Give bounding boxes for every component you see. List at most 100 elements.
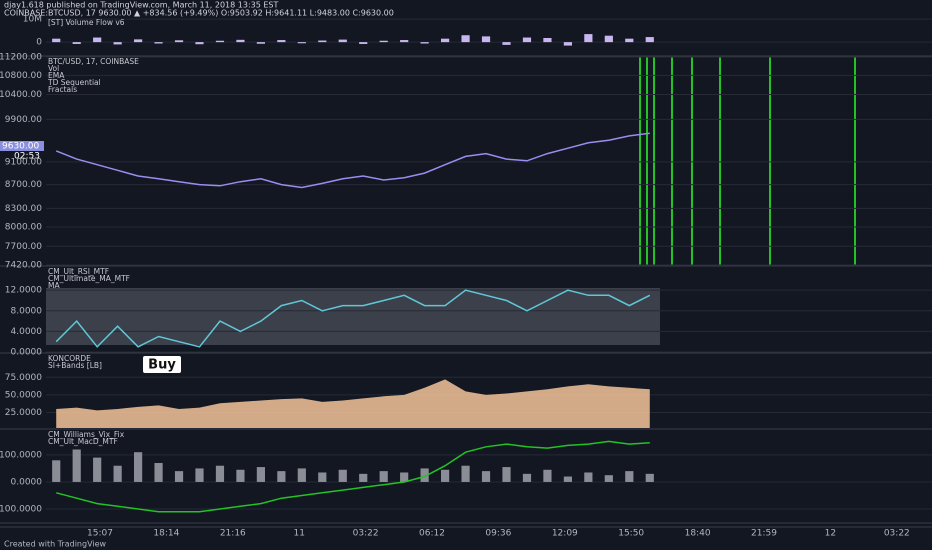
bar (400, 472, 409, 482)
bar (625, 471, 634, 482)
price-tag: 9630.00 (2, 142, 39, 152)
bar (113, 42, 122, 45)
rsi-band (46, 288, 660, 345)
pane-legend: CM_Ult_MacD_MTF (48, 437, 118, 446)
x-tick-label: 06:12 (419, 529, 445, 539)
bar (604, 35, 613, 43)
pane-legend: KONCORDE (48, 354, 91, 363)
pane-legend: Vol (48, 64, 59, 73)
y-tick-label: 8.0000 (11, 306, 43, 316)
pane-legend: MA (48, 281, 60, 290)
pane-legend: CM_Williams_Vix_Fix (48, 430, 125, 439)
footer: Created with TradingView (4, 540, 107, 549)
x-tick-label: 12:09 (552, 529, 578, 539)
x-tick-label: 12 (825, 529, 836, 539)
bar (379, 40, 388, 43)
bar (195, 42, 204, 45)
bar (195, 468, 204, 482)
bar (277, 471, 286, 482)
bar (420, 42, 429, 44)
bar (154, 42, 163, 44)
bar (72, 449, 81, 482)
y-tick-label: 25.0000 (5, 408, 42, 418)
bar (481, 471, 491, 482)
bar (134, 39, 143, 43)
line (55, 132, 650, 189)
bar (52, 460, 61, 482)
y-tick-label: 0.0000 (11, 477, 43, 487)
bar (645, 37, 654, 43)
pane-legend: CM_Ultimate_MA_MTF (48, 274, 130, 283)
bar (154, 463, 163, 482)
y-tick-label: 4.0000 (11, 327, 43, 337)
buy-box (143, 356, 181, 373)
bar (625, 38, 634, 43)
bar (502, 467, 511, 482)
y-tick-label: 11200.00 (0, 53, 42, 63)
y-tick-label: 8700.00 (5, 180, 42, 190)
bar (481, 36, 491, 43)
bar (441, 38, 450, 43)
y-tick-label: 8000.00 (5, 222, 42, 232)
symbol-line: COINBASE:BTCUSD, 17 9630.00 ▲ +834.56 (+… (4, 9, 394, 18)
bar (318, 472, 327, 482)
pane-legend: EMA (48, 71, 65, 80)
pane-legend: TD Sequential (47, 78, 101, 87)
bar (93, 37, 102, 43)
bar (543, 37, 552, 43)
x-tick-label: 11 (293, 529, 304, 539)
x-tick-label: 09:36 (485, 529, 511, 539)
y-tick-label: 10M (23, 15, 42, 25)
bar (113, 465, 122, 482)
bar (461, 35, 470, 43)
pane-legend: BTC/USD, 17, COINBASE (48, 57, 139, 66)
bar (93, 457, 102, 482)
x-tick-label: 03:22 (353, 529, 379, 539)
bar (645, 473, 654, 482)
y-tick-label: 12.0000 (5, 286, 42, 296)
x-tick-label: 03:22 (884, 529, 910, 539)
y-tick-label: 7420.00 (5, 261, 42, 271)
bar (52, 38, 61, 43)
bar (584, 34, 593, 43)
bar (338, 469, 347, 482)
bar (502, 42, 511, 45)
bar (563, 42, 572, 46)
x-tick-label: 18:14 (153, 529, 179, 539)
bar (256, 467, 265, 482)
y-tick-label: 10800.00 (0, 71, 42, 81)
bar (359, 42, 368, 44)
y-tick-label: 50.0000 (5, 390, 42, 400)
future-lines (639, 57, 856, 265)
bar (236, 39, 245, 43)
bar (604, 475, 613, 482)
bar (338, 39, 347, 43)
y-tick-label: 9100.00 (5, 157, 42, 167)
bar (584, 472, 593, 482)
y-tick-label: 100.0000 (0, 450, 42, 460)
bar (297, 468, 306, 482)
pane-legend: [ST] Volume Flow v6 (48, 18, 125, 27)
y-tick-label: 9900.00 (5, 115, 42, 125)
bar (441, 469, 450, 482)
bar (297, 42, 306, 44)
countdown: 02:53 (14, 152, 40, 162)
bar (174, 471, 184, 482)
bar (215, 465, 225, 482)
bar (543, 469, 552, 482)
y-tick-label: -100.0000 (0, 505, 42, 515)
pane-legend: SI+Bands [LB] (48, 361, 102, 370)
bar (400, 40, 409, 43)
y-tick-label: 10400.00 (0, 90, 42, 100)
x-tick-label: 18:40 (685, 529, 711, 539)
x-tick-label: 21:16 (220, 529, 246, 539)
y-tick-label: 0.0000 (11, 348, 43, 358)
bar (359, 473, 368, 482)
bar (277, 40, 286, 43)
y-tick-label: 8300.00 (5, 204, 42, 214)
buy-label: Buy (148, 358, 176, 373)
y-tick-label: 75.0000 (5, 373, 42, 383)
bar (174, 40, 184, 43)
